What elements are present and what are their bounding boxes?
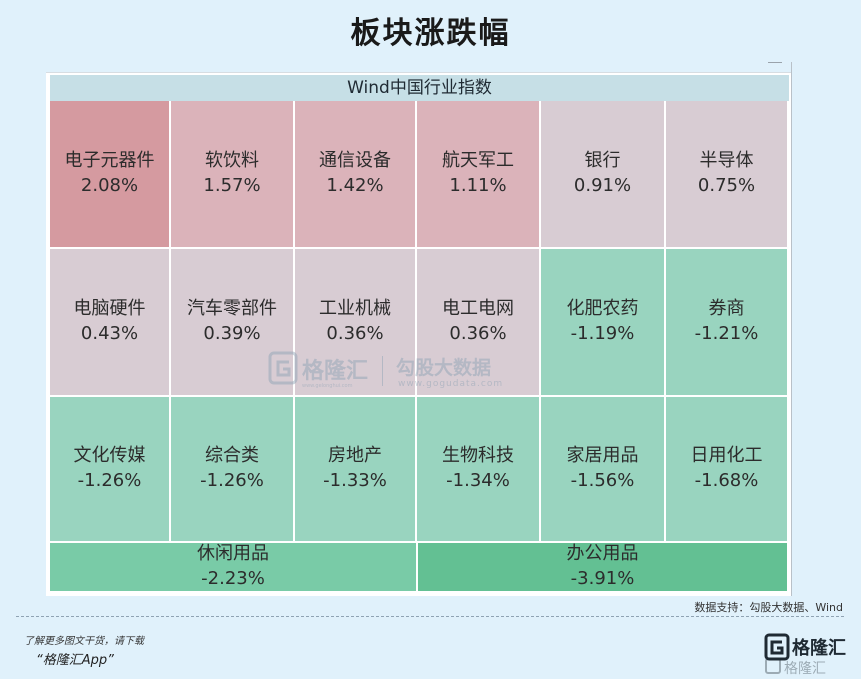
heatmap-cell: 化肥农药 -1.19% xyxy=(541,249,666,397)
heatmap-cell-name: 办公用品 xyxy=(566,543,639,564)
heatmap-cell: 家居用品 -1.56% xyxy=(541,397,666,543)
heatmap-cell-value: -1.21% xyxy=(694,323,759,344)
heatmap-cell-value: -1.19% xyxy=(570,323,635,344)
heatmap-cell-name: 文化传媒 xyxy=(73,445,146,466)
heatmap-cell-name: 休闲用品 xyxy=(197,543,269,564)
heatmap-cell-value: 1.11% xyxy=(449,175,507,196)
heatmap-cell: 券商 -1.21% xyxy=(666,249,789,397)
heatmap-cell-name: 航天军工 xyxy=(442,150,514,171)
heatmap-cell: 电工电网 0.36% xyxy=(417,249,541,397)
heatmap-cell-value: -3.91% xyxy=(570,568,635,589)
heatmap-cell-name: 软饮料 xyxy=(205,150,259,171)
heatmap-cell: 生物科技 -1.34% xyxy=(417,397,541,543)
heatmap-cell-name: 通信设备 xyxy=(319,150,391,171)
heatmap-cell: 文化传媒 -1.26% xyxy=(50,397,171,543)
heatmap-cell-value: -2.23% xyxy=(201,568,265,589)
heatmap-cell-value: 0.36% xyxy=(449,323,507,344)
heatmap-cell-name: 电脑硬件 xyxy=(73,298,146,319)
heatmap-cell: 办公用品 -3.91% xyxy=(418,543,789,593)
heatmap-cell-name: 券商 xyxy=(708,298,745,319)
heatmap-cell-name: 半导体 xyxy=(699,150,754,171)
heatmap-cell-value: -1.26% xyxy=(200,470,264,491)
heatmap-cell-value: 0.43% xyxy=(80,323,139,344)
heatmap-cell: 综合类 -1.26% xyxy=(171,397,295,543)
heatmap-cell-name: 化肥农药 xyxy=(566,298,639,319)
heatmap-cell-name: 家居用品 xyxy=(566,445,639,466)
heatmap-cell-value: -1.26% xyxy=(77,470,142,491)
heatmap-cell: 休闲用品 -2.23% xyxy=(50,543,418,593)
heatmap-cell-name: 工业机械 xyxy=(319,298,391,319)
heatmap-cell-value: 0.91% xyxy=(573,175,632,196)
frame-border-right xyxy=(791,62,792,596)
heatmap-cell-name: 汽车零部件 xyxy=(187,298,277,319)
heatmap-cell: 电子元器件 2.08% xyxy=(50,101,171,249)
heatmap-cell-value: 1.42% xyxy=(326,175,384,196)
app-name: “格隆汇App” xyxy=(36,653,114,668)
heatmap-cell: 房地产 -1.33% xyxy=(295,397,417,543)
heatmap-cell-value: 0.75% xyxy=(697,175,756,196)
heatmap-cell: 日用化工 -1.68% xyxy=(666,397,789,543)
heatmap-cell: 工业机械 0.36% xyxy=(295,249,417,397)
frame-border-top xyxy=(46,72,792,73)
chart-title: 板块涨跌幅 xyxy=(350,16,511,51)
heatmap-cell-value: 0.39% xyxy=(203,323,261,344)
gelonghui-logo-icon: 格隆汇 格隆汇 xyxy=(764,633,846,676)
footer-divider xyxy=(16,616,844,617)
heatmap-cell-name: 银行 xyxy=(584,150,621,171)
heatmap-cell-value: -1.68% xyxy=(694,470,759,491)
data-source-note: 数据支持：勾股大数据、Wind xyxy=(694,601,843,614)
heatmap-cell-value: -1.56% xyxy=(570,470,635,491)
chart-subtitle-bar: Wind中国行业指数 xyxy=(50,75,789,101)
heatmap-cell-name: 房地产 xyxy=(328,445,382,466)
heatmap-cell-name: 综合类 xyxy=(205,445,259,466)
heatmap-cell: 通信设备 1.42% xyxy=(295,101,417,249)
heatmap-cell: 航天军工 1.11% xyxy=(417,101,541,249)
download-note: 了解更多图文干货，请下载 xyxy=(24,636,144,647)
logo-brand-text: 格隆汇 xyxy=(792,637,846,659)
heatmap-cell: 半导体 0.75% xyxy=(666,101,789,249)
heatmap-cell: 汽车零部件 0.39% xyxy=(171,249,295,397)
frame-tick xyxy=(768,62,782,63)
heatmap-cell: 电脑硬件 0.43% xyxy=(50,249,171,397)
heatmap-cell-value: 1.57% xyxy=(203,175,261,196)
heatmap-cell-value: -1.33% xyxy=(323,470,387,491)
heatmap-cell: 银行 0.91% xyxy=(541,101,666,249)
heatmap-cell-name: 电工电网 xyxy=(442,298,514,319)
heatmap-cell-value: 0.36% xyxy=(326,323,384,344)
logo-brand-reflection: 格隆汇 xyxy=(784,661,826,676)
heatmap-cell-name: 日用化工 xyxy=(690,445,763,466)
heatmap-cell-value: -1.34% xyxy=(446,470,510,491)
heatmap-cell: 软饮料 1.57% xyxy=(171,101,295,249)
heatmap-cell-name: 电子元器件 xyxy=(64,150,155,171)
heatmap-cell-value: 2.08% xyxy=(80,175,139,196)
heatmap-cell-name: 生物科技 xyxy=(442,445,514,466)
